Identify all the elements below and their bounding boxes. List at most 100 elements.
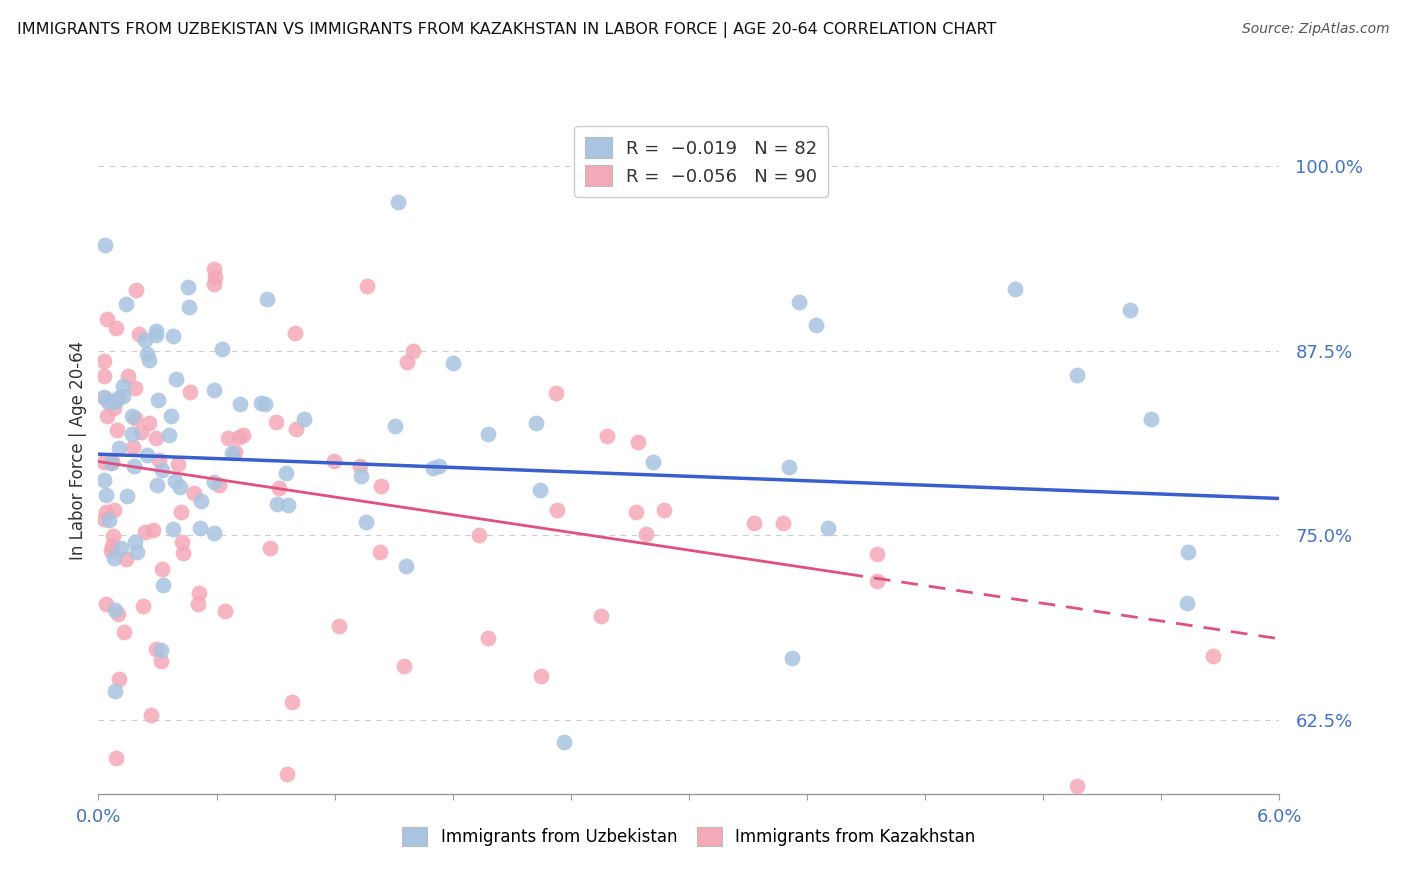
Point bbox=[107, 607, 129, 621]
Point bbox=[468, 527, 491, 541]
Point bbox=[224, 445, 246, 459]
Point bbox=[553, 735, 575, 749]
Point bbox=[114, 551, 136, 566]
Text: IMMIGRANTS FROM UZBEKISTAN VS IMMIGRANTS FROM KAZAKHSTAN IN LABOR FORCE | AGE 20: IMMIGRANTS FROM UZBEKISTAN VS IMMIGRANTS… bbox=[17, 22, 997, 38]
Point bbox=[1004, 282, 1026, 296]
Point bbox=[138, 352, 160, 367]
Point bbox=[93, 512, 115, 526]
Point bbox=[94, 488, 117, 502]
Point bbox=[208, 477, 231, 491]
Point bbox=[145, 327, 167, 342]
Point bbox=[349, 458, 371, 473]
Legend: Immigrants from Uzbekistan, Immigrants from Kazakhstan: Immigrants from Uzbekistan, Immigrants f… bbox=[394, 818, 984, 855]
Point bbox=[93, 455, 115, 469]
Point bbox=[107, 442, 129, 456]
Point bbox=[121, 427, 143, 442]
Point bbox=[387, 194, 409, 209]
Point bbox=[276, 466, 298, 480]
Point bbox=[97, 394, 120, 409]
Point bbox=[148, 453, 170, 467]
Point bbox=[1140, 412, 1163, 426]
Point bbox=[148, 392, 170, 407]
Point bbox=[94, 238, 117, 252]
Point bbox=[817, 521, 839, 535]
Point bbox=[370, 479, 392, 493]
Point bbox=[96, 311, 118, 326]
Point bbox=[105, 423, 128, 437]
Point bbox=[204, 262, 226, 277]
Point bbox=[441, 356, 464, 370]
Point bbox=[97, 513, 120, 527]
Point bbox=[742, 516, 765, 531]
Point bbox=[589, 608, 612, 623]
Point bbox=[112, 624, 135, 639]
Point bbox=[103, 551, 125, 566]
Text: Source: ZipAtlas.com: Source: ZipAtlas.com bbox=[1241, 22, 1389, 37]
Point bbox=[396, 354, 419, 368]
Point bbox=[104, 395, 127, 409]
Point bbox=[866, 574, 889, 589]
Point bbox=[104, 683, 127, 698]
Point bbox=[772, 516, 794, 530]
Point bbox=[259, 541, 281, 555]
Point bbox=[624, 505, 647, 519]
Point bbox=[94, 391, 117, 405]
Point bbox=[284, 326, 307, 340]
Point bbox=[256, 292, 278, 306]
Point bbox=[401, 344, 423, 359]
Point bbox=[354, 515, 377, 529]
Point bbox=[778, 459, 800, 474]
Point bbox=[94, 505, 117, 519]
Point bbox=[427, 458, 450, 473]
Point bbox=[165, 372, 187, 386]
Point bbox=[328, 619, 350, 633]
Point bbox=[101, 539, 124, 553]
Point bbox=[269, 481, 291, 495]
Point bbox=[202, 383, 225, 397]
Point bbox=[103, 529, 125, 543]
Point bbox=[422, 460, 444, 475]
Point bbox=[866, 547, 889, 561]
Point bbox=[135, 448, 157, 462]
Point bbox=[124, 535, 146, 549]
Point bbox=[787, 294, 810, 309]
Point bbox=[107, 391, 129, 405]
Point bbox=[100, 456, 122, 470]
Point bbox=[281, 695, 304, 709]
Point bbox=[546, 503, 568, 517]
Point bbox=[162, 522, 184, 536]
Point bbox=[105, 751, 128, 765]
Point bbox=[112, 389, 135, 403]
Point bbox=[145, 641, 167, 656]
Point bbox=[214, 604, 236, 618]
Point bbox=[103, 503, 125, 517]
Point bbox=[392, 658, 415, 673]
Point bbox=[124, 380, 146, 394]
Point bbox=[165, 474, 187, 488]
Point bbox=[1066, 780, 1088, 794]
Point bbox=[149, 654, 172, 668]
Point bbox=[266, 497, 288, 511]
Point bbox=[643, 455, 665, 469]
Point bbox=[190, 521, 212, 535]
Point bbox=[217, 431, 239, 445]
Point bbox=[162, 329, 184, 343]
Point bbox=[477, 631, 499, 645]
Point bbox=[277, 499, 299, 513]
Point bbox=[169, 479, 191, 493]
Point bbox=[322, 454, 344, 468]
Point bbox=[159, 409, 181, 423]
Point bbox=[93, 354, 115, 368]
Point bbox=[150, 643, 173, 657]
Point bbox=[179, 384, 201, 399]
Point bbox=[477, 427, 499, 442]
Point bbox=[276, 767, 298, 781]
Point bbox=[127, 545, 149, 559]
Point bbox=[202, 525, 225, 540]
Point bbox=[100, 454, 122, 468]
Point bbox=[93, 369, 115, 384]
Point bbox=[96, 597, 118, 611]
Point bbox=[122, 458, 145, 473]
Point bbox=[112, 379, 135, 393]
Point bbox=[1177, 545, 1199, 559]
